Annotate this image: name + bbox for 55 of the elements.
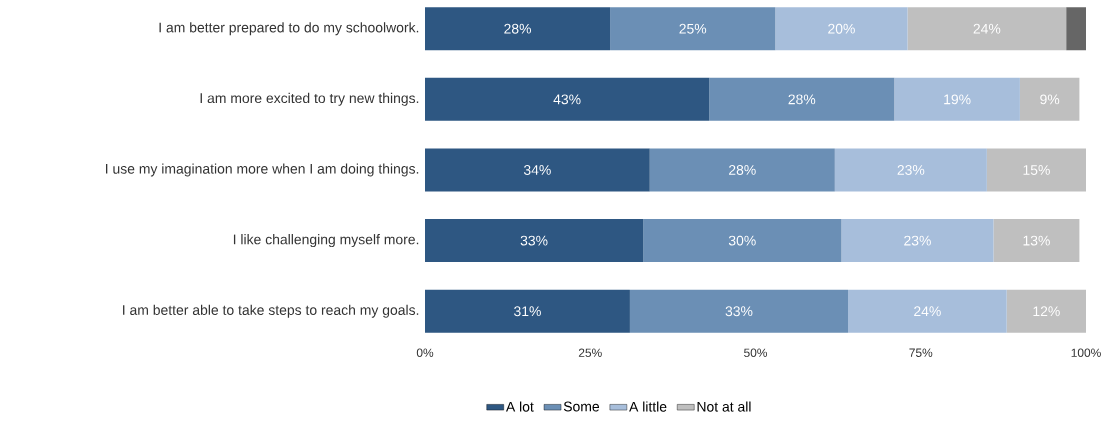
bar xyxy=(425,7,611,51)
bar xyxy=(986,148,1087,192)
legend-label: Not at all xyxy=(697,401,751,412)
bar xyxy=(907,7,1067,51)
bar xyxy=(848,289,1007,333)
x-tick-label: 75% xyxy=(909,348,933,357)
bar xyxy=(1019,77,1080,121)
data-label: 43% xyxy=(553,94,581,105)
bar xyxy=(425,77,710,121)
y-tick-label: I am better prepared to do my schoolwork. xyxy=(159,22,419,36)
data-label: 28% xyxy=(729,165,756,175)
legend-label: A lot xyxy=(505,401,534,412)
x-tick-label: 0% xyxy=(416,348,434,357)
bar xyxy=(425,148,650,192)
data-label: 20% xyxy=(828,23,855,34)
data-label: 15% xyxy=(1023,165,1050,175)
bar xyxy=(1066,7,1087,51)
data-label: 34% xyxy=(523,165,551,175)
bar xyxy=(775,7,908,51)
bar xyxy=(425,289,630,333)
legend-label: A little xyxy=(629,401,667,412)
data-label: 28% xyxy=(504,23,531,34)
bar xyxy=(629,289,849,333)
y-tick-label: I like challenging myself more. xyxy=(233,234,419,248)
y-tick-label: I am better able to take steps to reach my goals. xyxy=(123,304,419,318)
data-label: 28% xyxy=(788,94,816,105)
data-label: 23% xyxy=(904,235,931,246)
bar xyxy=(709,77,895,121)
data-label: 12% xyxy=(1033,306,1060,317)
legend-label: Some xyxy=(563,401,600,412)
data-label: 24% xyxy=(914,306,941,317)
data-label: 31% xyxy=(514,306,541,317)
bar xyxy=(993,219,1080,263)
y-tick-label: I use my imagination more when I am doing things. xyxy=(106,163,419,177)
data-label: 23% xyxy=(897,165,925,175)
data-label: 13% xyxy=(1023,235,1050,246)
bar xyxy=(1006,289,1087,333)
x-tick-label: 100% xyxy=(1071,348,1101,357)
data-label: 30% xyxy=(728,235,756,246)
data-label: 25% xyxy=(679,23,707,34)
bar xyxy=(610,7,776,51)
data-label: 33% xyxy=(725,306,753,317)
bar xyxy=(649,148,835,192)
x-tick-label: 50% xyxy=(744,348,768,357)
bar xyxy=(841,219,994,263)
bar xyxy=(894,77,1020,121)
bar xyxy=(425,219,644,263)
data-label: 19% xyxy=(944,94,971,105)
y-tick-label: I am more excited to try new things. xyxy=(200,92,419,106)
data-label: 9% xyxy=(1040,94,1060,105)
bar xyxy=(834,148,987,192)
data-label: 33% xyxy=(520,235,548,246)
bar xyxy=(643,219,842,263)
x-tick-label: 25% xyxy=(578,348,602,357)
data-label: 24% xyxy=(973,23,1001,34)
